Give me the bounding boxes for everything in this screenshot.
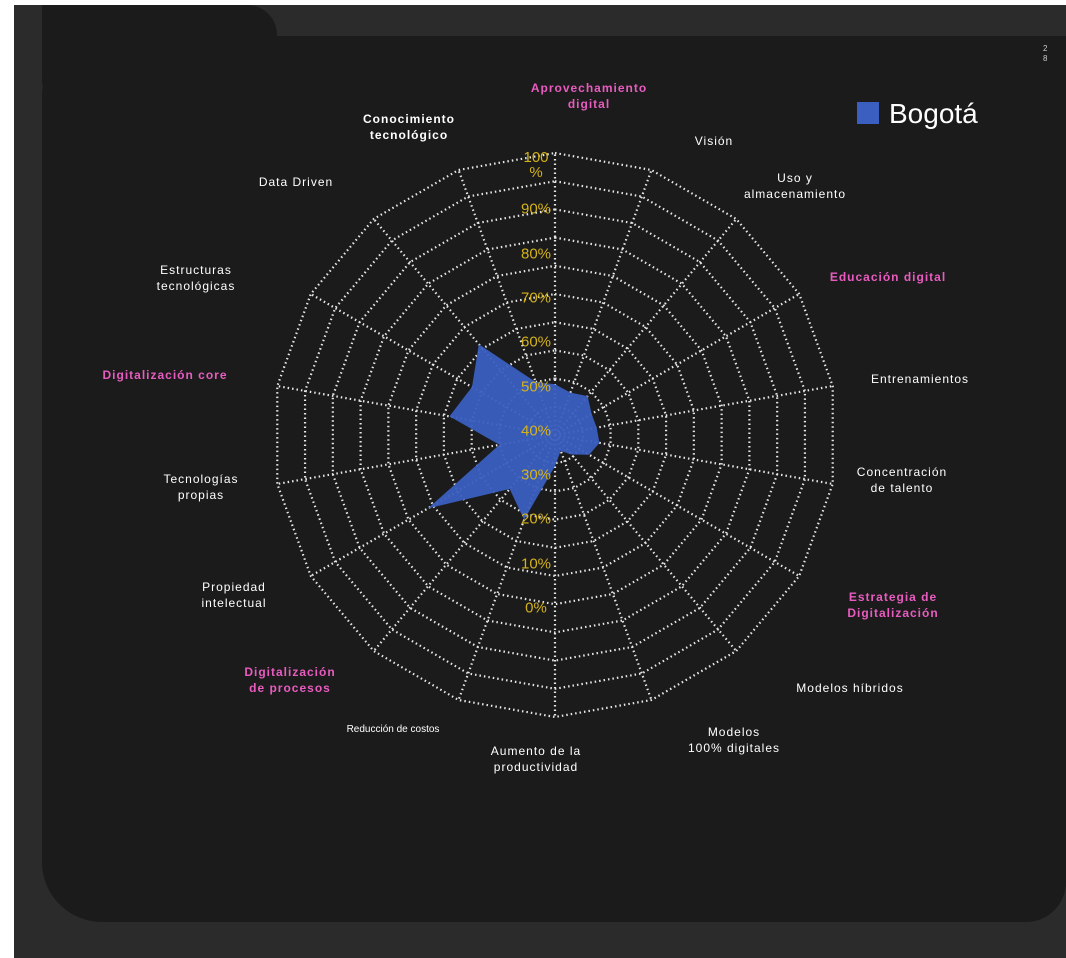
grid-ring [276,151,834,719]
legend-swatch [857,102,879,124]
spoke [554,384,833,437]
series-area [428,344,600,520]
category-label: Tecnologías propias [163,472,239,502]
spoke [457,169,557,436]
spoke [277,384,556,437]
spoke [277,433,556,486]
category-label: Uso y almacenamiento [743,171,847,201]
panel [42,36,1066,922]
spoke [372,434,556,652]
spoke [554,218,738,436]
y-tick-label: 90% [520,200,552,218]
spoke [457,434,557,701]
y-tick-label: 60% [520,333,552,351]
y-tick-label: 0% [525,599,547,617]
spoke [372,218,556,436]
page-digit: 8 [1043,54,1048,63]
y-tick-label: 40% [520,422,552,440]
y-tick-label: 10% [520,555,552,573]
grid-ring [387,264,723,606]
group-label: Estrategia de Digitalización [847,590,939,620]
spoke [554,434,800,577]
category-label: Visión [694,134,734,148]
legend-label: Bogotá [889,98,978,129]
y-tick-label: 100 % [523,149,549,181]
spoke [553,434,653,701]
spoke [310,293,556,436]
y-tick-label: 20% [520,510,552,528]
y-tick-label: 80% [520,245,552,263]
category-label: Modelos híbridos [796,681,904,695]
spoke [554,434,738,652]
grid-ring [359,236,751,634]
category-label: Estructuras tecnológicas [156,263,236,293]
category-label: Conocimiento tecnológico [363,112,455,142]
grid-ring [303,180,807,690]
y-tick-label: 50% [520,378,552,395]
page-digit: 2 [1043,44,1048,53]
spoke [553,169,653,436]
category-label: Modelos 100% digitales [687,725,781,755]
category-label: Aumento de la productividad [490,744,582,774]
category-label: Propiedad intelectual [201,580,267,610]
group-label: Educación digital [829,270,947,284]
spoke [554,433,833,486]
group-label: Digitalización core [102,368,228,382]
category-label: Data Driven [258,175,334,189]
group-label: Digitalización de procesos [244,665,336,695]
spoke [554,293,800,436]
category-label: Reducción de costos [346,724,440,735]
category-label: Entrenamientos [870,372,970,386]
y-tick-label: 30% [520,466,552,484]
y-tick-label: 70% [520,289,552,307]
category-label: Concentración de talento [856,465,948,495]
group-label: Aprovechamiento digital [530,81,648,111]
